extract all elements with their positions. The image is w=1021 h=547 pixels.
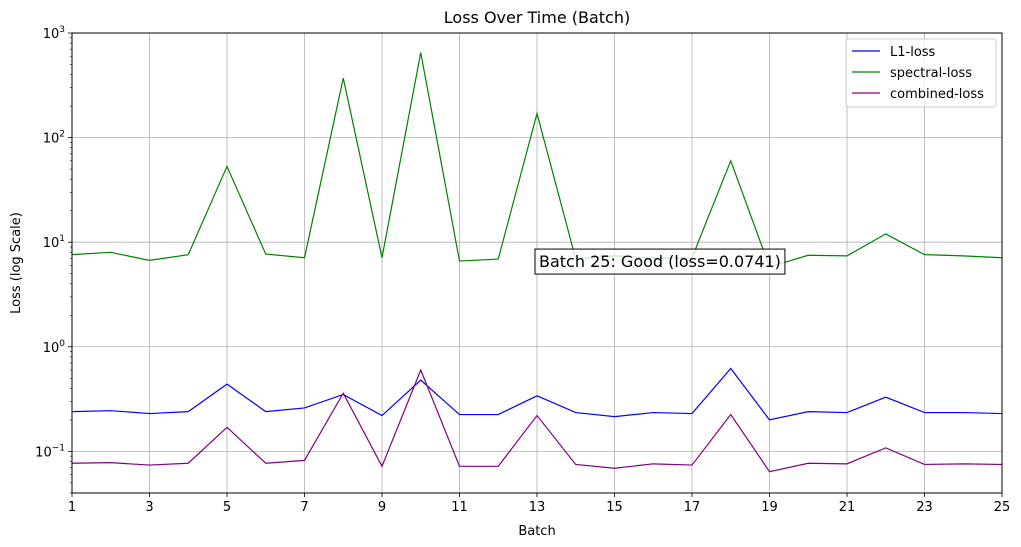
- y-tick-label: 101: [43, 234, 65, 251]
- y-tick-base: 10: [43, 236, 60, 251]
- series-line-combined-loss: [71, 368, 1003, 473]
- x-tick-label: 5: [223, 500, 231, 515]
- annotation: Batch 25: Good (loss=0.0741): [534, 248, 786, 275]
- x-tick-label: 9: [378, 500, 386, 515]
- x-tick-label: 21: [839, 500, 856, 515]
- legend-frame: [845, 38, 997, 108]
- legend-label-combined-loss: combined-loss: [890, 87, 984, 102]
- x-tick-label: 13: [529, 500, 546, 515]
- y-tick-label: 103: [43, 25, 65, 42]
- y-tick-base: 10: [43, 341, 60, 356]
- series-line-spectral-loss: [71, 52, 1003, 268]
- annotation-box: [534, 248, 786, 275]
- x-tick-label: 17: [684, 500, 701, 515]
- x-tick-label: 11: [451, 500, 468, 515]
- series-lines: [71, 52, 1003, 473]
- x-tick-label: 25: [994, 500, 1011, 515]
- x-axis-label: Batch: [518, 524, 555, 539]
- x-tick-label: 19: [761, 500, 778, 515]
- x-tick-label: 23: [916, 500, 933, 515]
- y-tick-label: 100: [43, 339, 66, 356]
- annotation-text: Batch 25: Good (loss=0.0741): [539, 252, 781, 271]
- annotations: Batch 25: Good (loss=0.0741): [534, 248, 786, 275]
- x-tick-label: 3: [145, 500, 153, 515]
- series-line-L1-loss: [71, 367, 1003, 421]
- y-tick-base: 10: [43, 132, 60, 147]
- y-tick-exponent: 0: [59, 339, 65, 349]
- x-axis-ticks: 1 3 5 7 9 11 13 15 17 19 21 23 25: [68, 493, 1010, 515]
- y-tick-exponent: 1: [59, 234, 65, 244]
- legend-label-L1-loss: L1-loss: [890, 45, 936, 60]
- y-tick-label: 102: [43, 130, 65, 147]
- y-tick-base: 10: [43, 27, 60, 42]
- chart-title: Loss Over Time (Batch): [444, 8, 630, 27]
- y-tick-label: 10−1: [35, 443, 65, 460]
- y-axis-label: Loss (log Scale): [9, 212, 24, 314]
- x-tick-label: 7: [300, 500, 308, 515]
- legend-label-spectral-loss: spectral-loss: [890, 66, 972, 81]
- legend: L1-loss spectral-loss combined-loss: [845, 38, 997, 108]
- y-tick-exponent: −1: [52, 443, 65, 453]
- x-tick-label: 15: [606, 500, 623, 515]
- y-tick-exponent: 3: [59, 25, 65, 35]
- x-tick-label: 1: [68, 500, 76, 515]
- y-tick-exponent: 2: [59, 130, 65, 140]
- y-tick-base: 10: [35, 445, 52, 460]
